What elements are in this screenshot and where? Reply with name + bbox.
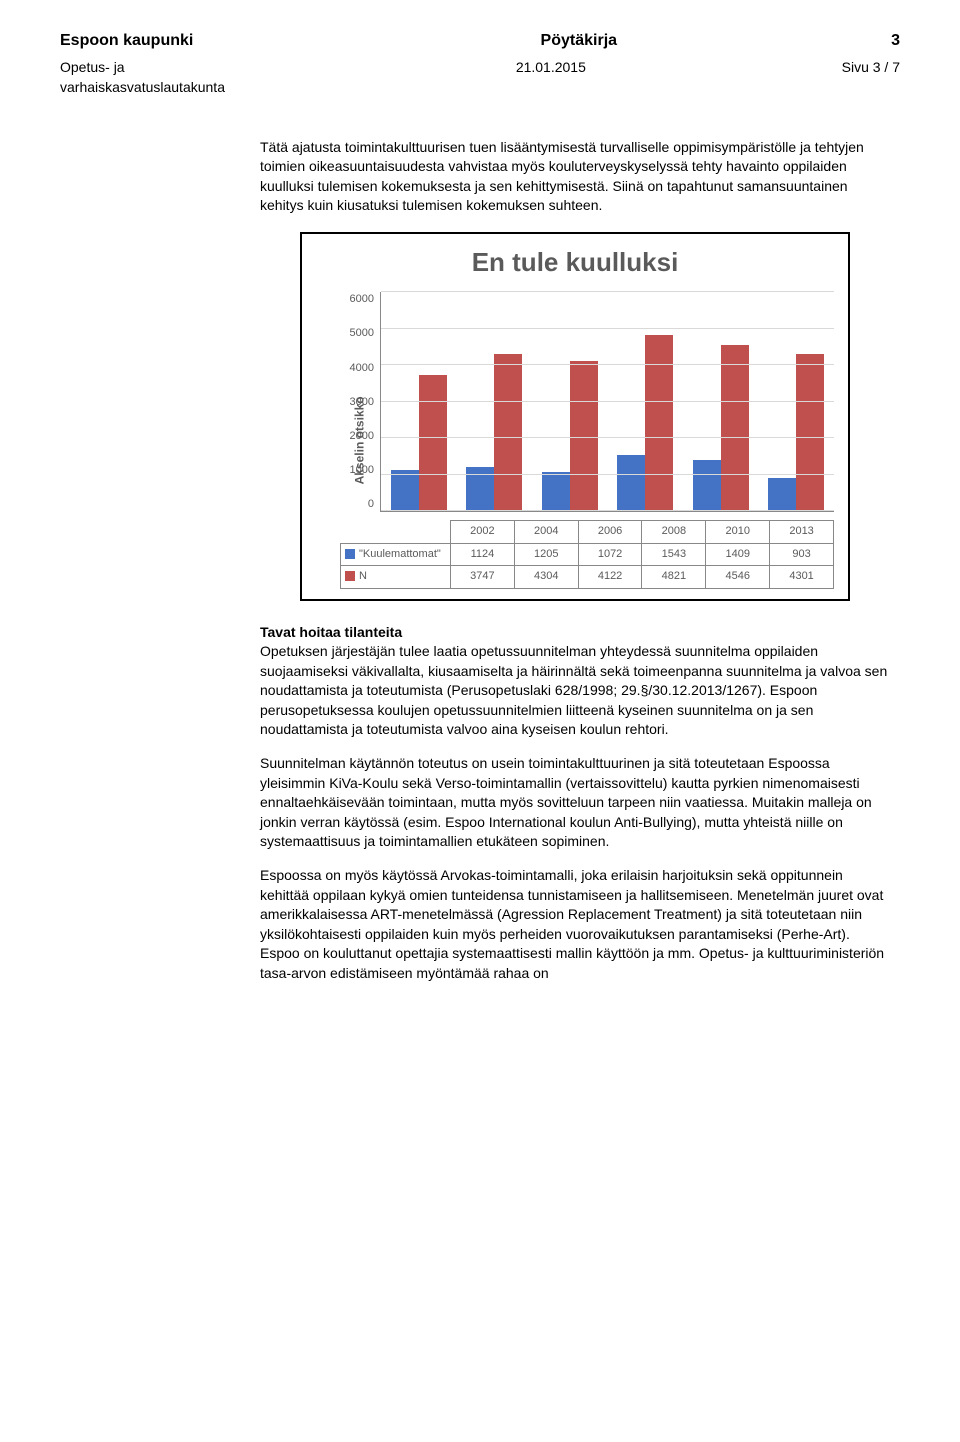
- paragraph-intro: Tätä ajatusta toimintakulttuurisen tuen …: [260, 138, 890, 216]
- chart-y-tick: 6000: [350, 292, 374, 307]
- chart-bar: [693, 460, 721, 511]
- chart-y-tick: 4000: [350, 361, 374, 376]
- chart-bar: [419, 375, 447, 512]
- legend-label: N: [359, 570, 367, 582]
- chart-bar: [796, 354, 824, 511]
- chart-gridline: [381, 364, 834, 365]
- chart-gridline: [381, 401, 834, 402]
- legend-swatch-icon: [345, 549, 355, 559]
- heading-tavat: Tavat hoitaa tilanteita Opetuksen järjes…: [260, 623, 890, 741]
- doc-page: Sivu 3 / 7: [842, 58, 900, 97]
- chart-bar-group: [541, 292, 599, 511]
- table-header-cell: 2006: [578, 521, 642, 543]
- chart-gridline: [381, 437, 834, 438]
- doc-header-row1: Espoon kaupunki Pöytäkirja 3: [60, 30, 900, 52]
- chart-bar-group: [767, 292, 825, 511]
- chart-bar: [768, 478, 796, 511]
- paragraph-arvokas: Espoossa on myös käytössä Arvokas-toimin…: [260, 866, 890, 984]
- chart-bar: [494, 354, 522, 511]
- table-row-label: "Kuulemattomat": [341, 543, 451, 565]
- chart-gridline: [381, 510, 834, 511]
- table-cell: [341, 521, 451, 543]
- chart-bars-layer: [381, 292, 834, 511]
- chart-bar-group: [465, 292, 523, 511]
- chart-bar: [645, 335, 673, 511]
- legend-swatch-icon: [345, 571, 355, 581]
- chart-bar-group: [616, 292, 674, 511]
- paragraph-suunnitelma: Suunnitelman käytännön toteutus on usein…: [260, 754, 890, 852]
- committee-line1: Opetus- ja: [60, 58, 386, 78]
- table-header-cell: 2004: [514, 521, 578, 543]
- table-cell: 1409: [706, 543, 770, 565]
- chart-y-tick: 5000: [350, 326, 374, 341]
- committee-line2: varhaiskasvatuslautakunta: [60, 78, 386, 98]
- chart-bar: [721, 345, 749, 511]
- table-cell: 903: [770, 543, 834, 565]
- table-header-cell: 2010: [706, 521, 770, 543]
- table-cell: 4304: [514, 566, 578, 588]
- table-cell: 1543: [642, 543, 706, 565]
- table-cell: 4546: [706, 566, 770, 588]
- chart-plot-area: [380, 292, 834, 512]
- table-row-label: N: [341, 566, 451, 588]
- table-cell: 4301: [770, 566, 834, 588]
- chart-bar: [570, 361, 598, 511]
- table-cell: 1072: [578, 543, 642, 565]
- table-row: 200220042006200820102013: [341, 521, 834, 543]
- chart-y-tick: 0: [368, 497, 374, 512]
- legend-label: "Kuulemattomat": [359, 548, 441, 560]
- chart-gridline: [381, 328, 834, 329]
- chart-gridline: [381, 474, 834, 475]
- table-cell: 4821: [642, 566, 706, 588]
- doc-header-row2: Opetus- ja varhaiskasvatuslautakunta 21.…: [60, 58, 900, 97]
- table-cell: 1124: [451, 543, 515, 565]
- doc-type: Pöytäkirja: [411, 30, 892, 52]
- table-row: "Kuulemattomat" 11241205107215431409903: [341, 543, 834, 565]
- table-cell: 3747: [451, 566, 515, 588]
- chart-title: En tule kuulluksi: [316, 244, 834, 280]
- chart-bar: [542, 472, 570, 511]
- org-name: Espoon kaupunki: [60, 30, 411, 52]
- chart-bar: [617, 455, 645, 511]
- chart-y-axis-label-wrap: Akselin otsikko: [316, 292, 340, 588]
- table-cell: 4122: [578, 566, 642, 588]
- chart-bar-group: [390, 292, 448, 511]
- table-header-cell: 2008: [642, 521, 706, 543]
- chart-gridline: [381, 291, 834, 292]
- table-header-cell: 2013: [770, 521, 834, 543]
- doc-section: 3: [891, 30, 900, 52]
- chart-data-table: 200220042006200820102013 "Kuulemattomat" 1…: [340, 520, 834, 588]
- chart-en-tule-kuulluksi: En tule kuulluksi Akselin otsikko 6000 50…: [300, 232, 850, 601]
- table-header-cell: 2002: [451, 521, 515, 543]
- chart-bar-group: [692, 292, 750, 511]
- doc-date: 21.01.2015: [386, 58, 842, 97]
- document-body: Tätä ajatusta toimintakulttuurisen tuen …: [60, 138, 900, 984]
- heading-tavat-text: Tavat hoitaa tilanteita: [260, 624, 402, 640]
- chart-y-axis-label: Akselin otsikko: [352, 396, 369, 484]
- chart-bar: [391, 470, 419, 511]
- paragraph-tavat: Opetuksen järjestäjän tulee laatia opetu…: [260, 643, 887, 737]
- table-row: N 374743044122482145464301: [341, 566, 834, 588]
- table-cell: 1205: [514, 543, 578, 565]
